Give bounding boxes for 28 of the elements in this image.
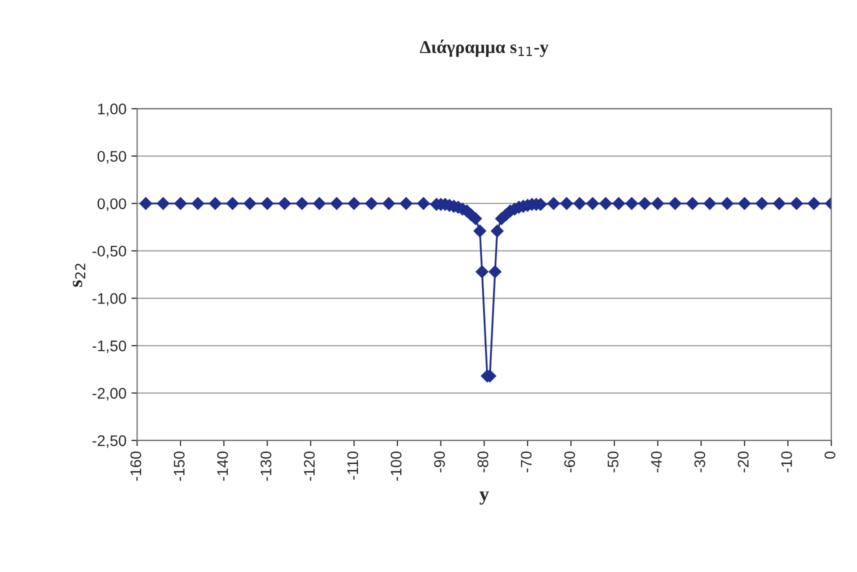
- y-axis-title: s$_{22}$: [72, 264, 86, 287]
- x-tick-label: -60: [564, 451, 576, 472]
- x-tick-label: -10: [781, 451, 792, 472]
- chart-title: Διάγραμμα s$_{11}$-y: [420, 40, 549, 57]
- y-tick-label: -2,00: [92, 388, 126, 401]
- x-tick-label: -140: [217, 451, 228, 481]
- y-tick-label: 0,00: [98, 198, 126, 211]
- y-tick-label: 0,50: [98, 150, 126, 164]
- x-axis-title: y: [480, 492, 489, 505]
- y-tick-label: -2,50: [92, 435, 126, 448]
- x-tick-label: -50: [608, 451, 618, 472]
- x-tick-label: -150: [174, 451, 185, 481]
- y-tick-label: -1,50: [92, 340, 126, 354]
- x-tick-label: -80: [477, 451, 488, 472]
- x-tick-label: -20: [738, 451, 749, 472]
- x-tick-label: -110: [347, 451, 358, 480]
- y-tick-label: 1,00: [98, 104, 126, 116]
- x-tick-label: -30: [694, 451, 706, 472]
- x-tick-label: -160: [130, 451, 142, 481]
- x-tick-label: -70: [520, 451, 532, 472]
- x-tick-label: -130: [260, 451, 272, 481]
- y-tick-label: -1,00: [92, 293, 126, 306]
- x-tick-label: 0: [824, 451, 836, 459]
- y-tick-label: -0,50: [92, 246, 126, 258]
- x-tick-label: -120: [304, 451, 315, 481]
- x-tick-label: -40: [651, 451, 662, 472]
- x-tick-label: -100: [390, 451, 402, 481]
- x-tick-label: -90: [434, 451, 445, 472]
